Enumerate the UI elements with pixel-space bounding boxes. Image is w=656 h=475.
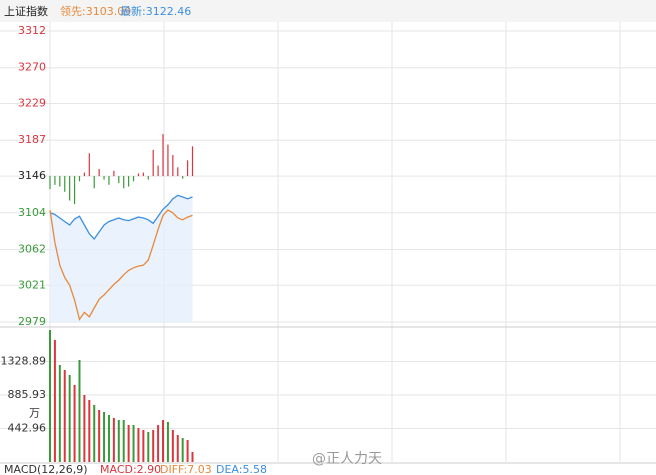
diff-bar	[157, 165, 159, 177]
area	[50, 195, 193, 322]
volume-bar	[58, 364, 61, 462]
diff-bar	[49, 176, 51, 190]
volume-bar	[112, 417, 115, 462]
lead-value: 领先:3103.09	[60, 5, 131, 18]
y-tick-label: 3021	[18, 278, 46, 291]
header-bar	[0, 0, 656, 22]
y-tick-label: 3229	[18, 97, 46, 110]
diff-bar	[113, 170, 115, 177]
volume-bar	[68, 374, 71, 462]
diff-bar	[137, 173, 140, 177]
diff-bar	[123, 176, 125, 189]
diff-bar	[98, 169, 100, 177]
volume-bar	[88, 399, 91, 462]
diff-bar	[103, 176, 105, 180]
y-tick-label: 2979	[18, 315, 46, 328]
volume-bar	[147, 431, 150, 462]
volume-bar	[186, 439, 189, 462]
y-tick-label: 3146	[18, 169, 46, 182]
volume-bar	[127, 425, 130, 462]
diff-bar	[162, 134, 164, 177]
diff-bar	[78, 176, 81, 182]
volume-bar	[103, 411, 106, 462]
price-line	[49, 194, 193, 241]
diff-bar	[83, 172, 85, 177]
volume-bar	[49, 329, 51, 462]
latest-value: 最新:3122.46	[120, 4, 191, 18]
diff-bar	[182, 176, 184, 179]
diff-bar	[118, 176, 120, 184]
diff-bar	[93, 176, 95, 189]
volume-bar	[137, 428, 140, 462]
diff-bar	[172, 155, 174, 177]
volume-bar	[63, 369, 66, 462]
volume-bar	[166, 421, 169, 462]
volume-bar	[122, 420, 125, 462]
diff-bar	[147, 176, 149, 180]
diff-bar	[88, 153, 90, 177]
diff-bar	[54, 176, 56, 185]
diff-value: DIFF:7.03	[160, 463, 212, 475]
diff-bar	[152, 149, 154, 177]
volume-bar	[157, 425, 160, 462]
y-tick-label: 1328.89	[1, 354, 47, 367]
price-line	[49, 209, 193, 321]
dea-value: DEA:5.58	[216, 463, 267, 475]
volume-bar	[53, 339, 56, 462]
volume-bar	[117, 420, 120, 462]
y-unit: 万	[29, 407, 40, 420]
diff-bar	[69, 176, 71, 201]
volume-bar	[93, 404, 96, 462]
volume-bar	[191, 452, 194, 462]
volume-bar	[78, 360, 81, 462]
diff-bar	[177, 167, 179, 177]
y-tick-label: 442.96	[8, 421, 47, 434]
macd-value: MACD:2.90	[100, 463, 161, 475]
y-tick-label: 3187	[18, 133, 46, 146]
macd-label: MACD(12,26,9)	[4, 463, 88, 475]
volume-bar	[181, 438, 184, 462]
diff-bar	[167, 144, 169, 177]
y-tick-label: 3270	[18, 61, 46, 74]
diff-bar	[132, 176, 135, 182]
watermark: @正人力天	[312, 451, 382, 467]
volume-bar	[171, 429, 174, 462]
volume-bar	[107, 415, 110, 462]
diff-bar	[191, 146, 194, 177]
diff-bar	[142, 172, 144, 177]
volume-bar	[142, 429, 145, 462]
index-name: 上证指数	[4, 4, 48, 18]
y-tick-label: 3312	[18, 24, 46, 37]
volume-bar	[162, 420, 165, 462]
volume-bar	[132, 425, 135, 462]
y-tick-label: 3062	[18, 242, 46, 255]
volume-bar	[73, 384, 76, 462]
volume-bar	[152, 429, 155, 462]
diff-bar	[108, 176, 110, 185]
y-tick-label: 885.93	[8, 388, 47, 401]
volume-bar	[176, 434, 179, 462]
diff-bar	[59, 176, 61, 187]
volume-bar	[83, 394, 86, 462]
volume-bar	[98, 410, 101, 462]
diff-bar	[64, 176, 66, 192]
diff-bar	[186, 160, 189, 177]
y-tick-label: 3104	[18, 206, 46, 219]
diff-bar	[73, 176, 76, 205]
diff-bar	[128, 176, 130, 187]
